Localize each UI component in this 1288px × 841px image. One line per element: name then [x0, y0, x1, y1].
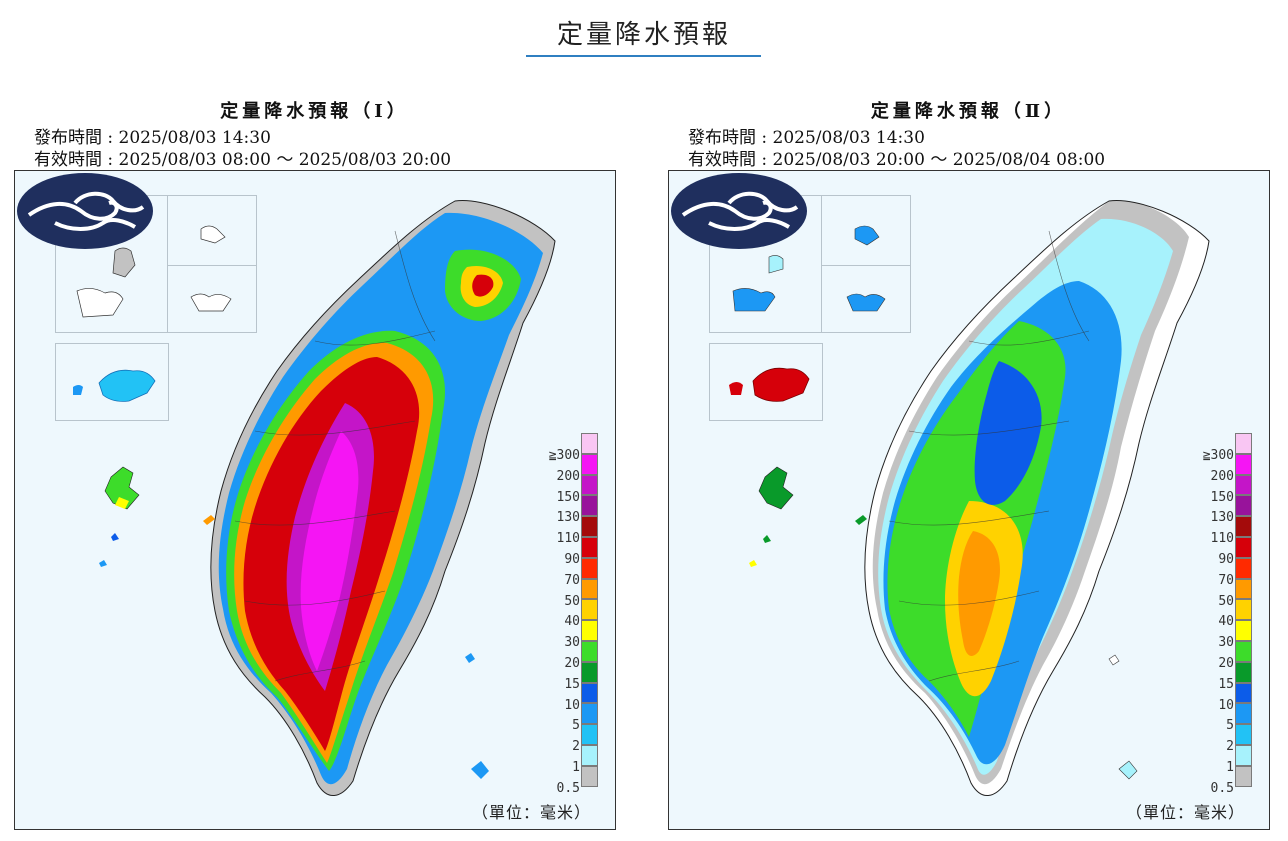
legend-label: 90 [564, 552, 580, 567]
legend-swatch [1235, 744, 1252, 766]
legend-label: 30 [1218, 635, 1234, 651]
panel-title: 定量降水預報（Ⅱ） [870, 101, 1067, 122]
qpf-panel-1: 定量降水預報（Ⅰ） 發布時間 : 2025/08/03 14:30 有效時間 :… [12, 95, 617, 835]
legend-label: 1 [1226, 760, 1234, 775]
legend-swatch [1235, 495, 1252, 517]
legend-color-scale [1235, 433, 1252, 787]
legend-swatch [581, 620, 598, 641]
legend-swatch [1235, 433, 1252, 454]
legend-swatch [581, 661, 598, 683]
legend-swatch [581, 703, 598, 725]
legend-label: 5 [572, 718, 580, 734]
legend-swatch [581, 682, 598, 704]
legend-swatch [581, 724, 598, 745]
taiwan-rainfall-shapes [729, 200, 1210, 796]
legend-label: 2 [572, 739, 580, 755]
title-underline [526, 55, 761, 57]
legend-swatch [581, 599, 598, 621]
legend-swatch [581, 557, 598, 579]
legend-label: 130 [556, 510, 580, 526]
legend-swatch [1235, 703, 1252, 725]
legend-swatch [1235, 453, 1252, 475]
page-title: 定量降水預報 [556, 20, 731, 50]
unit-label: （單位：毫米） [1125, 803, 1245, 822]
panel-title: 定量降水預報（Ⅰ） [220, 101, 409, 122]
legend-label: 200 [556, 468, 580, 484]
legend-label: ≧300 [1202, 448, 1234, 463]
taiwan-rainfall-shapes [73, 200, 556, 796]
legend-swatch [581, 516, 598, 537]
legend-swatch [581, 536, 598, 558]
legend-swatch [581, 433, 598, 454]
rainfall-map[interactable]: ≧300 200 150 130 110 90 70 50 40 30 20 15 10 5 2 1 0.5 （… [668, 170, 1270, 830]
legend-swatch [581, 765, 598, 787]
legend-swatch [1235, 557, 1252, 579]
legend-label: 130 [1210, 510, 1234, 526]
legend-swatch [1235, 516, 1252, 537]
legend-label: 10 [564, 697, 580, 713]
legend-swatch [1235, 578, 1252, 600]
legend-swatch [1235, 682, 1252, 704]
legend-label: 5 [1226, 718, 1234, 734]
legend-label: 15 [1218, 676, 1234, 692]
issued-time: 發布時間 : 2025/08/03 14:30 [688, 128, 925, 148]
legend-label: 40 [564, 614, 580, 630]
issued-time: 發布時間 : 2025/08/03 14:30 [34, 128, 271, 148]
legend-swatch [1235, 640, 1252, 662]
legend-label: 200 [1210, 468, 1234, 484]
legend-label: 40 [1218, 614, 1234, 630]
legend-label: 0.5 [1210, 780, 1234, 796]
legend-label: 150 [1210, 489, 1234, 505]
rainfall-map[interactable]: ≧300 200 150 130 110 90 70 50 40 30 20 15 10 5 2 1 0.5 （… [14, 170, 616, 830]
legend-label: 15 [564, 676, 580, 692]
legend-label: ≧300 [548, 448, 580, 463]
legend-label: 10 [1218, 697, 1234, 713]
legend-label: 70 [564, 572, 580, 588]
legend-swatch [581, 578, 598, 600]
legend-swatch [1235, 536, 1252, 558]
legend-label: 1 [572, 760, 580, 775]
legend-label: 2 [1226, 739, 1234, 755]
legend-label: 110 [1210, 531, 1234, 547]
legend-swatch [1235, 474, 1252, 496]
legend-swatch [1235, 599, 1252, 621]
valid-time: 有效時間 : 2025/08/03 20:00 ～ 2025/08/04 08:… [688, 150, 1106, 170]
legend-label: 50 [564, 593, 580, 609]
legend-swatch [581, 744, 598, 766]
legend-label: 70 [1218, 572, 1234, 588]
legend-label: 0.5 [556, 780, 580, 796]
legend-swatch [1235, 724, 1252, 745]
legend-swatch [581, 495, 598, 517]
qpf-panel-2: 定量降水預報（Ⅱ） 發布時間 : 2025/08/03 14:30 有效時間 :… [666, 95, 1271, 835]
legend-color-scale [581, 433, 598, 787]
legend-swatch [1235, 661, 1252, 683]
unit-label: （單位：毫米） [471, 803, 591, 822]
legend-label: 20 [564, 656, 580, 671]
legend-swatch [1235, 765, 1252, 787]
legend-label: 150 [556, 489, 580, 505]
inset-islet-a [167, 195, 257, 267]
legend-label: 50 [1218, 593, 1234, 609]
legend-label: 110 [556, 531, 580, 547]
legend-swatch [581, 453, 598, 475]
legend-label: 90 [1218, 552, 1234, 567]
cwa-logo-icon [671, 173, 807, 249]
legend-label: 30 [564, 635, 580, 651]
legend-swatch [581, 474, 598, 496]
valid-time: 有效時間 : 2025/08/03 08:00 ～ 2025/08/03 20:… [34, 150, 452, 170]
legend-label: 20 [1218, 656, 1234, 671]
legend-swatch [1235, 620, 1252, 641]
legend-swatch [581, 640, 598, 662]
cwa-logo-icon [17, 173, 153, 249]
